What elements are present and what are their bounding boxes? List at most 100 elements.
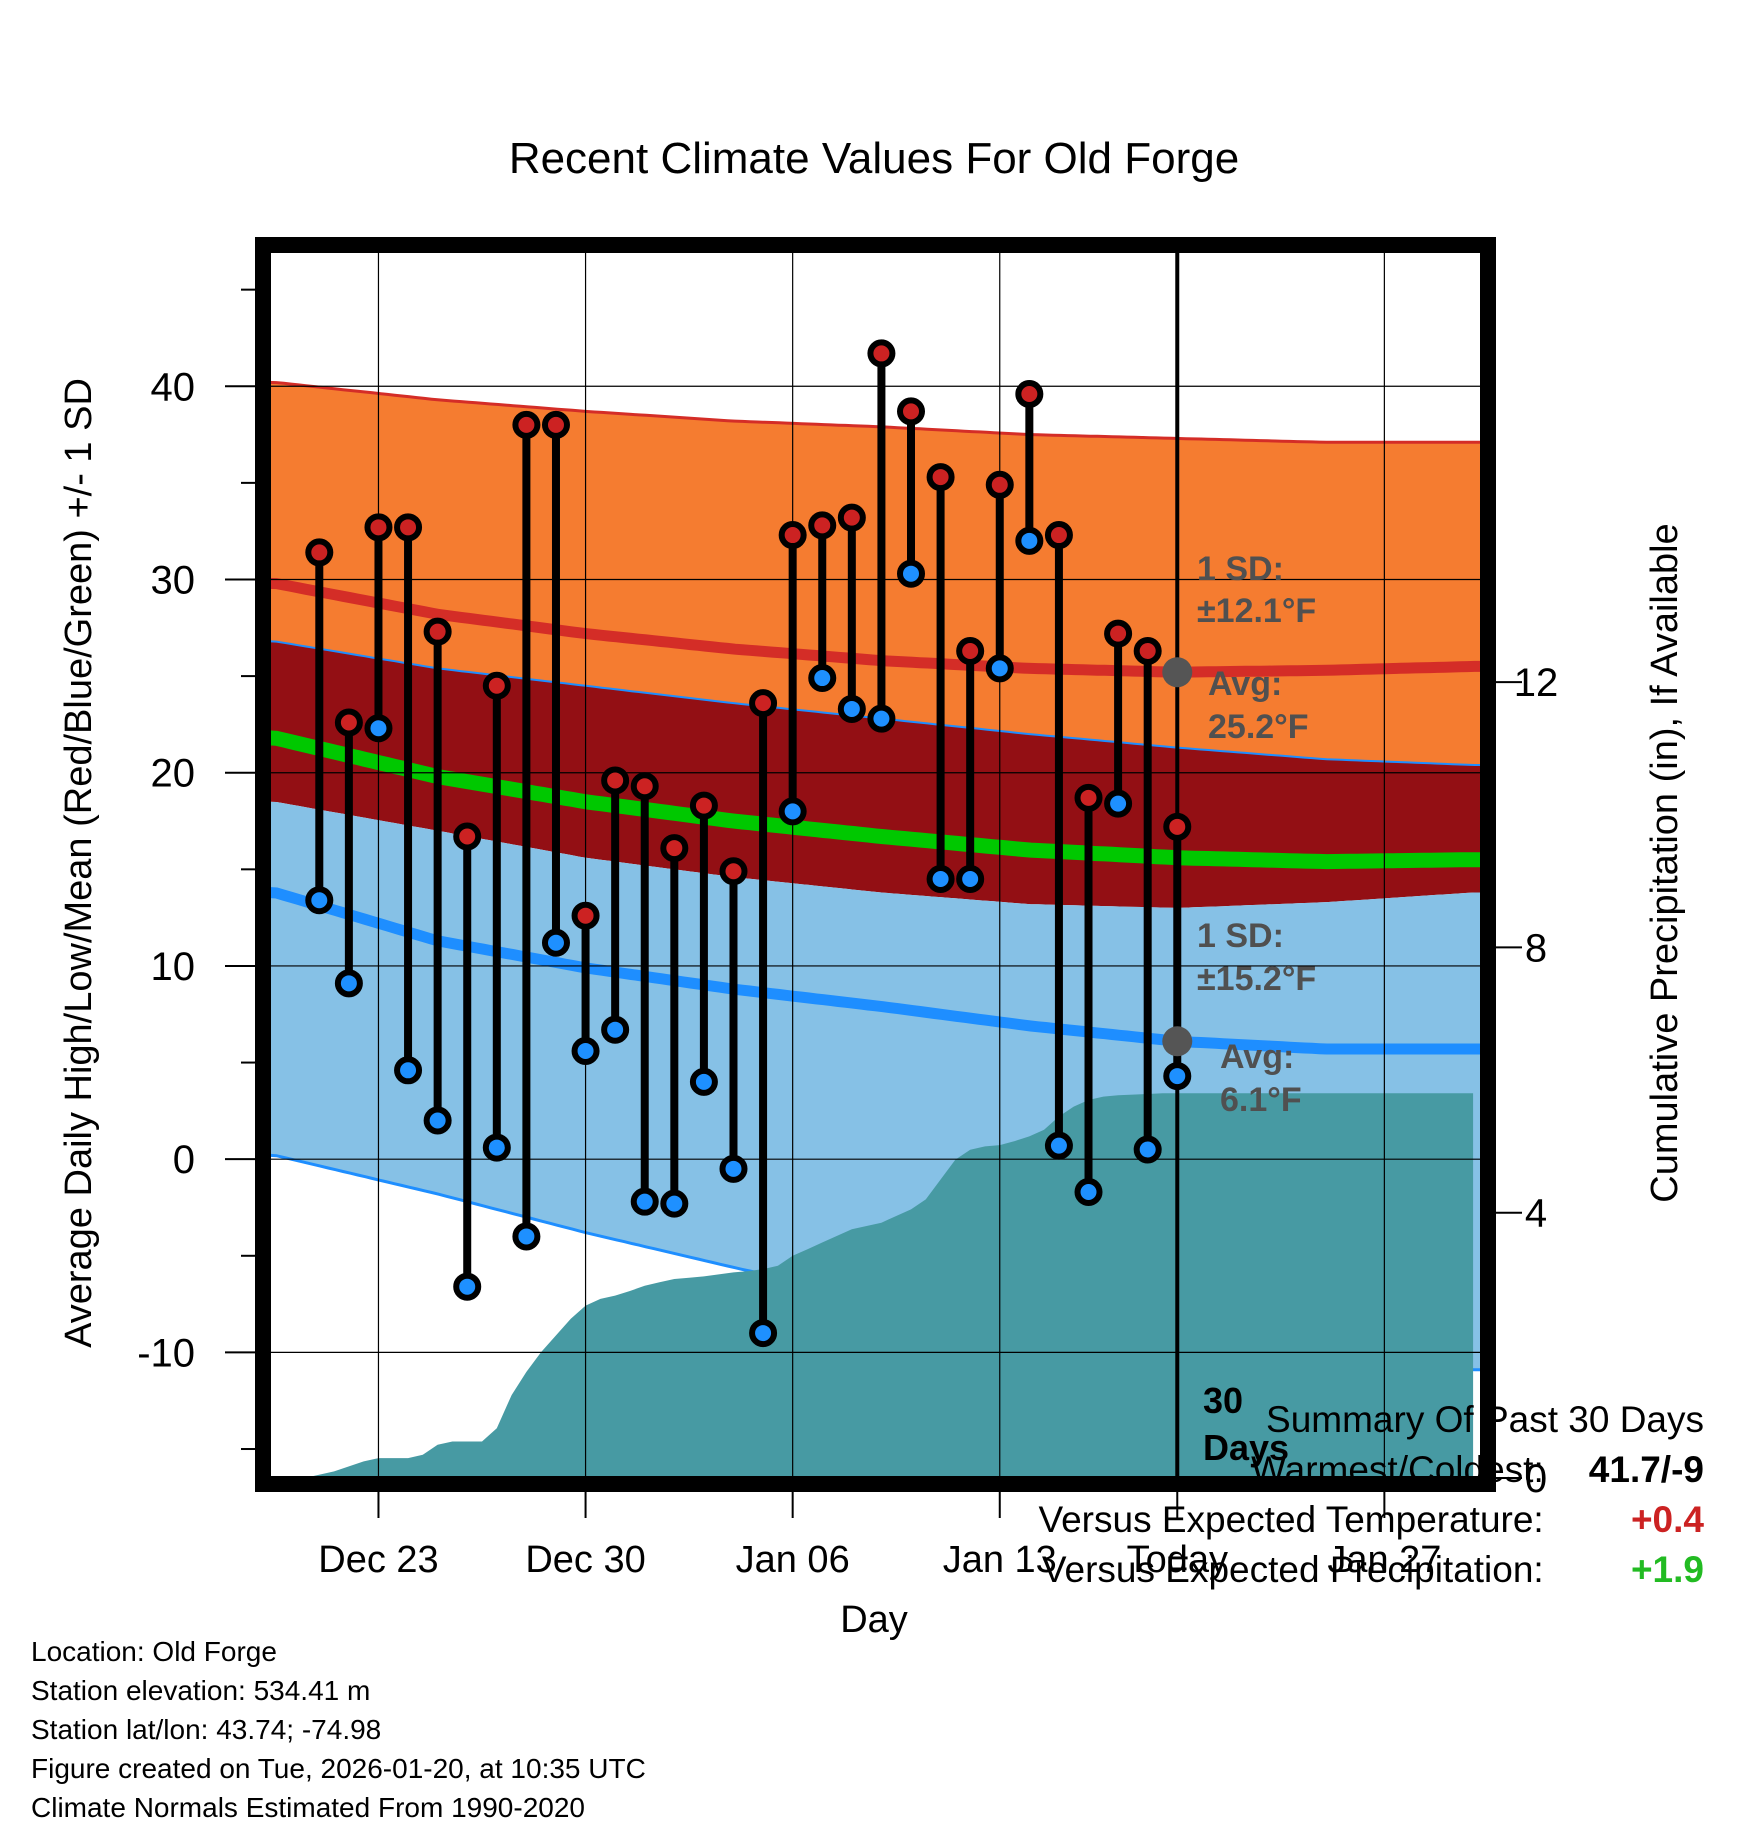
high-point — [571, 901, 600, 930]
high-point — [453, 822, 482, 851]
high-avg-label: Avg: — [1208, 665, 1282, 703]
high-point — [1074, 783, 1103, 812]
station-info: Location: Old Forge Station elevation: 5… — [31, 1632, 646, 1827]
high-point — [985, 470, 1014, 499]
low-point — [1163, 1062, 1192, 1091]
low-point — [719, 1154, 748, 1183]
high-point — [719, 857, 748, 886]
high-point — [837, 503, 866, 532]
y2-axis-label: Cumulative Precipitation (in), If Availa… — [1644, 523, 1686, 1202]
y-tick-label: 20 — [151, 752, 196, 796]
high-point — [867, 339, 896, 368]
low-point — [897, 559, 926, 588]
y2-tick-label: 12 — [1514, 661, 1559, 705]
summary-precip: Versus Expected Precipitation: +1.9 — [1038, 1545, 1704, 1595]
y-axis-label: Average Daily High/Low/Mean (Red/Blue/Gr… — [58, 378, 100, 1348]
high-avg-today-marker — [1162, 657, 1193, 688]
low-point — [364, 714, 393, 743]
x-tick-label: Dec 23 — [318, 1539, 438, 1581]
y-tick-label: 30 — [151, 558, 196, 602]
y2-tick-label: 0 — [1525, 1457, 1547, 1501]
high-point — [1133, 636, 1162, 665]
high-point — [660, 834, 689, 863]
low-point — [630, 1187, 659, 1216]
high-upper-line — [268, 380, 1482, 444]
low-point — [778, 797, 807, 826]
high-point — [1015, 379, 1044, 408]
precip-area — [304, 1093, 1474, 1478]
high-point — [689, 791, 718, 820]
y-tick-label: 0 — [173, 1138, 195, 1182]
high-point — [364, 513, 393, 542]
x-tick-label: Jan 13 — [943, 1539, 1057, 1581]
plot-frame — [255, 237, 1496, 1492]
low-avg-value: 6.1°F — [1220, 1081, 1302, 1119]
high-sd-value: ±12.1°F — [1197, 592, 1316, 630]
temp-value: +0.4 — [1630, 1499, 1704, 1540]
low-sd-label: 1 SD: — [1197, 917, 1284, 955]
low-point — [571, 1036, 600, 1065]
low-point — [808, 664, 837, 693]
low-point — [837, 694, 866, 723]
low-point — [512, 1222, 541, 1251]
low-point — [601, 1015, 630, 1044]
low-point — [1044, 1131, 1073, 1160]
high-point — [334, 708, 363, 737]
location-text: Location: Old Forge — [31, 1636, 277, 1667]
elevation-text: Station elevation: 534.41 m — [31, 1675, 371, 1706]
y2-tick-label: 4 — [1525, 1192, 1547, 1236]
y2-tick-label: 8 — [1525, 926, 1547, 970]
high-avg-value: 25.2°F — [1208, 708, 1309, 746]
low-point — [453, 1272, 482, 1301]
x-tick-label: Dec 30 — [525, 1539, 645, 1581]
high-point — [423, 617, 452, 646]
high-sd-label: 1 SD: — [1197, 550, 1284, 588]
x-tick-label: Today — [1127, 1539, 1228, 1581]
low-avg-today-marker — [1162, 1026, 1193, 1057]
high-point — [482, 671, 511, 700]
chart-title: Recent Climate Values For Old Forge — [509, 134, 1239, 183]
high-point — [630, 772, 659, 801]
high-point — [601, 766, 630, 795]
high-point — [1163, 812, 1192, 841]
precip-value: +1.9 — [1630, 1549, 1704, 1590]
temp-label: Versus Expected Temperature: — [1038, 1499, 1544, 1540]
latlon-text: Station lat/lon: 43.74; -74.98 — [31, 1714, 382, 1745]
days-label-number: 30 — [1203, 1380, 1243, 1421]
low-point — [305, 886, 334, 915]
low-point — [334, 969, 363, 998]
low-point — [394, 1056, 423, 1085]
days-label-word: Days — [1203, 1427, 1289, 1468]
high-point — [956, 636, 985, 665]
high-point — [778, 521, 807, 550]
low-point — [1074, 1178, 1103, 1207]
low-point — [660, 1189, 689, 1218]
high-point — [897, 397, 926, 426]
normals-text: Climate Normals Estimated From 1990-2020 — [31, 1792, 585, 1823]
summary-title: Summary Of Past 30 Days — [1266, 1399, 1704, 1440]
high-avg-line — [268, 577, 1482, 678]
warm-cold-label: Warmest/Coldest: — [1251, 1449, 1544, 1490]
high-point — [394, 513, 423, 542]
low-point — [1104, 789, 1133, 818]
high-point — [808, 511, 837, 540]
low-point — [956, 864, 985, 893]
high-point — [1044, 521, 1073, 550]
low-point — [482, 1133, 511, 1162]
high-point — [305, 538, 334, 567]
summary-temp: Versus Expected Temperature: +0.4 — [1038, 1495, 1704, 1545]
x-tick-label: Jan 27 — [1327, 1539, 1441, 1581]
precip-label: Versus Expected Precipitation: — [1041, 1549, 1544, 1590]
high-point — [1104, 619, 1133, 648]
y-tick-label: -10 — [137, 1331, 195, 1375]
high-point — [541, 410, 570, 439]
x-axis-label: Day — [840, 1599, 908, 1641]
y-tick-label: 40 — [151, 365, 196, 409]
x-tick-label: Jan 06 — [736, 1539, 850, 1581]
low-point — [1133, 1135, 1162, 1164]
summary-panel: Summary Of Past 30 Days Warmest/Coldest:… — [1038, 1395, 1704, 1595]
low-point — [423, 1106, 452, 1135]
low-sd-value: ±15.2°F — [1197, 960, 1316, 998]
created-text: Figure created on Tue, 2026-01-20, at 10… — [31, 1753, 646, 1784]
low-point — [689, 1067, 718, 1096]
